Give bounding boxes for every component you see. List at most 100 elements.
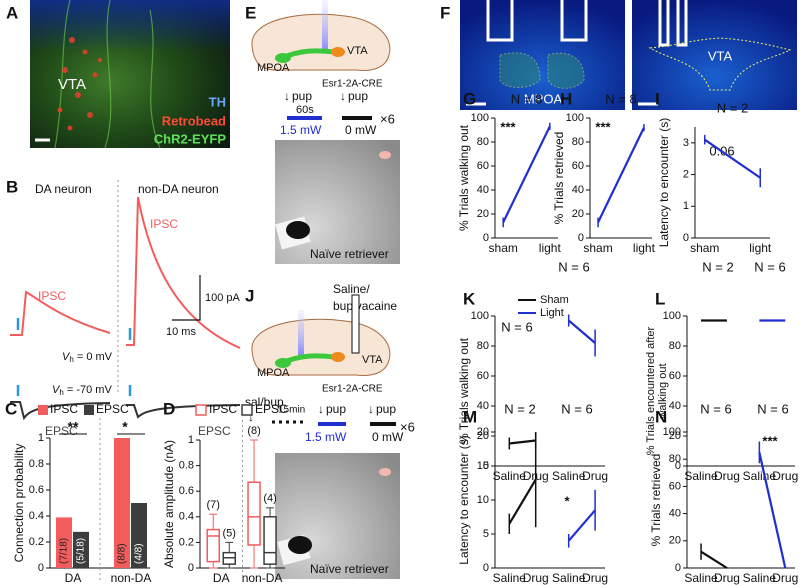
y-tick-label: 40 — [477, 400, 489, 412]
y-tick-label: 40 — [669, 400, 681, 412]
panel-letter: J — [245, 286, 254, 305]
annotation: N = 2 — [702, 259, 733, 274]
panel-letter: G — [463, 89, 476, 108]
y-tick-label: 0 — [675, 460, 681, 472]
y-tick-label: 60 — [572, 160, 584, 172]
x-tick-label: sham — [690, 241, 719, 255]
y-tick-label: 40 — [477, 184, 489, 196]
y-tick-label: 20 — [477, 430, 489, 442]
x-tick-label: light — [539, 241, 562, 255]
legend-label: IPSC — [50, 402, 78, 416]
y-tick-label: 20 — [477, 426, 489, 438]
retrobeads — [57, 37, 102, 131]
legend-label: Sham — [540, 294, 569, 306]
y-axis-label: % Trials encountered after — [645, 326, 657, 455]
pup — [379, 468, 391, 476]
x-tick-label: light — [633, 241, 656, 255]
y-tick-label: 1 — [683, 200, 689, 212]
annotation: N = 6 — [754, 259, 785, 274]
mouse — [288, 536, 312, 554]
y-tick-label: 100 — [471, 112, 489, 124]
interval: 60s — [296, 104, 314, 116]
trace — [10, 401, 111, 421]
subject-label: Naïve retriever — [310, 247, 389, 261]
bar-label: (4/8) — [134, 543, 145, 564]
significance: * — [122, 419, 128, 435]
n-label: (4) — [263, 493, 276, 505]
x-tick-label: light — [749, 241, 772, 255]
region-label: VTA — [347, 45, 368, 57]
region-label: VTA — [708, 48, 733, 63]
x-tick-label: Drug — [582, 469, 608, 483]
y-tick-label: 0 — [188, 562, 194, 574]
y-tick-label: 60 — [669, 370, 681, 382]
holding-potential: Vh = -70 mV — [52, 384, 112, 397]
y-axis-label: % Trials walking out — [457, 337, 471, 444]
y-tick-label: 0 — [483, 232, 489, 244]
x-tick-label: Saline — [493, 571, 527, 585]
power: 0 mW — [372, 430, 404, 444]
mouse-line: Esr1-2A-CRE — [322, 384, 383, 395]
annotation: N = 6 — [757, 401, 788, 416]
repeat: ×6 — [380, 111, 395, 126]
bar-label: (5/18) — [76, 538, 87, 564]
subject-label: Naïve retriever — [310, 562, 389, 576]
x-tick-label: sham — [583, 241, 612, 255]
y-tick-label: 0.6 — [179, 485, 194, 497]
panel-letter: A — [6, 3, 18, 22]
series-line — [758, 452, 787, 569]
y-tick-label: 10 — [477, 494, 489, 506]
fiber — [322, 0, 328, 50]
x-tick-label: non-DA — [111, 571, 152, 585]
x-tick-label: sham — [489, 241, 518, 255]
bar — [73, 531, 89, 568]
series-line — [508, 479, 537, 525]
event: pup — [292, 89, 312, 103]
holding-potential: Vh = 0 mV — [62, 351, 113, 364]
x-tick-label: Drug — [582, 571, 608, 585]
panel-letter: B — [6, 177, 18, 196]
vta — [331, 352, 345, 362]
legend-label: IPSC — [209, 402, 237, 416]
stim-markers — [16, 318, 132, 396]
stain-label: Retrobead — [162, 113, 226, 128]
chart-title: N = 2 — [717, 100, 748, 115]
vh-rest: = -70 mV — [64, 384, 113, 396]
power: 1.5 mW — [280, 123, 322, 137]
y-tick-label: 2 — [683, 168, 689, 180]
annotation: N = 6 — [700, 401, 731, 416]
y-tick-label: 1 — [188, 434, 194, 446]
y-tick-label: 20 — [669, 430, 681, 442]
series-line — [502, 125, 551, 223]
y-tick-label: 80 — [477, 136, 489, 148]
chart-title: N = 8 — [511, 91, 542, 106]
image-overlay — [30, 0, 230, 148]
region-label: MPOA — [257, 62, 290, 74]
cannula — [486, 0, 588, 42]
mpoa — [275, 358, 291, 368]
region-label: MPOA — [524, 91, 563, 106]
series-line — [567, 319, 596, 344]
fibers — [54, 0, 161, 149]
trace — [126, 404, 241, 419]
y-axis-label: walking out — [657, 363, 669, 419]
y-tick-label: 3 — [683, 137, 689, 149]
y-tick-label: 0 — [483, 460, 489, 472]
pup — [379, 151, 391, 159]
stain-label: TH — [209, 94, 226, 109]
panel-letter: N — [655, 407, 667, 426]
arrow: ↓ — [318, 402, 324, 416]
y-tick-label: 0.6 — [29, 484, 44, 496]
vh-rest: = 0 mV — [74, 351, 113, 363]
panel-letter: E — [245, 3, 256, 22]
annotation: N = 6 — [561, 401, 592, 416]
y-tick-label: 0.8 — [29, 458, 44, 470]
x-tick-label: Saline — [684, 571, 718, 585]
y-tick-label: 80 — [669, 340, 681, 352]
x-tick-label: DA — [213, 571, 230, 585]
n-label: (7) — [207, 499, 220, 511]
x-tick-label: Drug — [772, 469, 798, 483]
y-tick-label: 20 — [477, 208, 489, 220]
arrow: ↓ — [368, 402, 374, 416]
